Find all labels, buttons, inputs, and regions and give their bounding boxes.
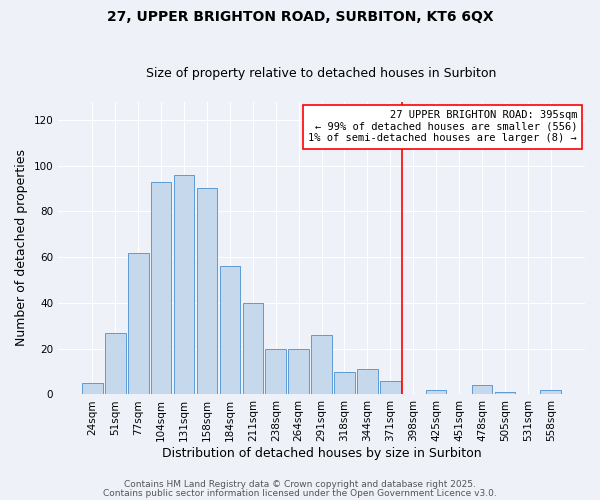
Bar bbox=[82, 383, 103, 394]
Title: Size of property relative to detached houses in Surbiton: Size of property relative to detached ho… bbox=[146, 66, 497, 80]
X-axis label: Distribution of detached houses by size in Surbiton: Distribution of detached houses by size … bbox=[162, 447, 481, 460]
Text: Contains HM Land Registry data © Crown copyright and database right 2025.: Contains HM Land Registry data © Crown c… bbox=[124, 480, 476, 489]
Bar bbox=[541, 390, 561, 394]
Bar bbox=[128, 252, 149, 394]
Bar bbox=[494, 392, 515, 394]
Bar bbox=[334, 372, 355, 394]
Bar bbox=[357, 370, 378, 394]
Bar bbox=[265, 348, 286, 395]
Bar bbox=[242, 303, 263, 394]
Bar bbox=[105, 332, 125, 394]
Bar bbox=[220, 266, 240, 394]
Bar bbox=[174, 174, 194, 394]
Text: 27 UPPER BRIGHTON ROAD: 395sqm
← 99% of detached houses are smaller (556)
1% of : 27 UPPER BRIGHTON ROAD: 395sqm ← 99% of … bbox=[308, 110, 577, 144]
Text: 27, UPPER BRIGHTON ROAD, SURBITON, KT6 6QX: 27, UPPER BRIGHTON ROAD, SURBITON, KT6 6… bbox=[107, 10, 493, 24]
Y-axis label: Number of detached properties: Number of detached properties bbox=[15, 150, 28, 346]
Bar bbox=[197, 188, 217, 394]
Bar bbox=[380, 380, 401, 394]
Bar bbox=[426, 390, 446, 394]
Bar bbox=[289, 348, 309, 395]
Bar bbox=[311, 335, 332, 394]
Bar bbox=[151, 182, 172, 394]
Text: Contains public sector information licensed under the Open Government Licence v3: Contains public sector information licen… bbox=[103, 489, 497, 498]
Bar bbox=[472, 386, 493, 394]
